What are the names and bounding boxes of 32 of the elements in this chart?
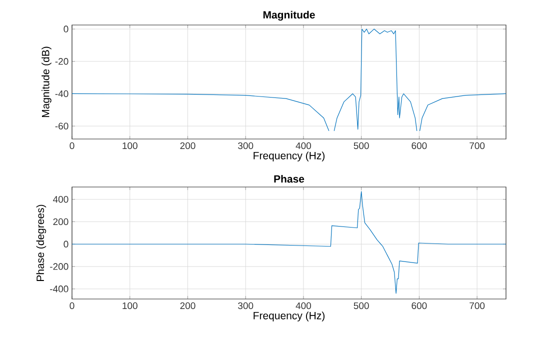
- x-tick-label: 500: [354, 302, 369, 310]
- x-tick-label: 400: [296, 302, 312, 310]
- x-tick-label: 100: [122, 302, 138, 310]
- line-series: [72, 191, 506, 294]
- x-tick-label: 400: [296, 142, 312, 150]
- x-tick-label: 0: [70, 142, 74, 150]
- x-tick-label: 700: [470, 142, 485, 150]
- y-tick-label: -40: [55, 90, 68, 98]
- x-tick-label: 600: [412, 142, 427, 150]
- x-tick-label: 100: [122, 142, 138, 150]
- x-tick-label: 200: [180, 302, 196, 310]
- x-tick-label: 300: [238, 142, 254, 150]
- y-tick-label: -20: [55, 58, 68, 65]
- y-axis-title: Phase (degrees): [36, 204, 46, 281]
- y-tick-label: 0: [64, 26, 68, 32]
- y-tick-label: 200: [53, 218, 68, 226]
- x-tick-label: 700: [470, 302, 485, 310]
- x-tick-label: 300: [238, 302, 254, 310]
- chart-title: Magnitude: [263, 10, 315, 21]
- x-axis-title: Frequency (Hz): [254, 312, 325, 322]
- x-tick-label: 600: [412, 302, 427, 310]
- x-tick-label: 0: [70, 302, 74, 310]
- y-tick-label: 0: [64, 240, 68, 248]
- x-axis-title: Frequency (Hz): [254, 152, 325, 162]
- chart-title: Phase: [274, 174, 304, 183]
- y-tick-label: -60: [55, 122, 68, 130]
- y-tick-label: -200: [50, 263, 68, 270]
- x-tick-label: 500: [354, 142, 369, 150]
- y-tick-label: 400: [53, 196, 68, 203]
- y-tick-label: -400: [50, 286, 68, 292]
- y-axis-title: Magnitude (dB): [42, 46, 52, 118]
- x-tick-label: 200: [180, 142, 196, 150]
